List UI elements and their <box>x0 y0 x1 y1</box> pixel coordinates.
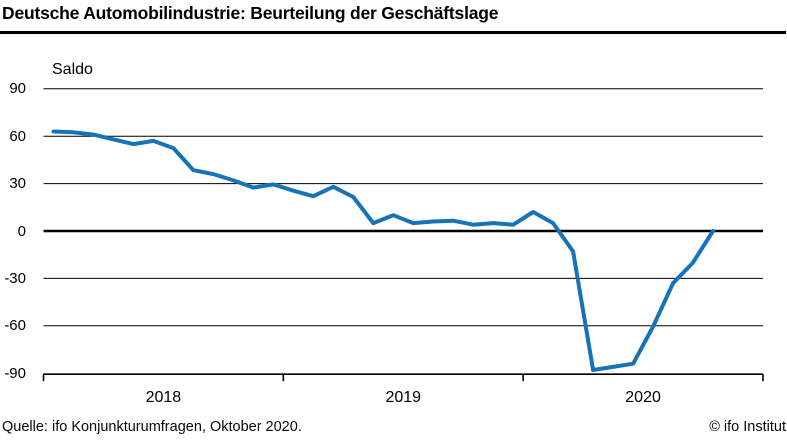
chart-title: Deutsche Automobilindustrie: Beurteilung… <box>2 3 499 23</box>
source-note: Quelle: ifo Konjunkturumfragen, Oktober … <box>2 419 302 435</box>
x-axis-label-2020: 2020 <box>625 389 661 406</box>
y-axis-label-0: 0 <box>17 222 26 240</box>
y-axis-label-90: 90 <box>9 80 26 98</box>
data-line <box>51 129 715 372</box>
y-axis-label--60: -60 <box>4 317 26 335</box>
title-rule <box>0 31 786 34</box>
y-axis-label-30: 30 <box>9 175 26 193</box>
footer: Quelle: ifo Konjunkturumfragen, Oktober … <box>2 419 786 435</box>
copyright-note: © ifo Institut <box>709 419 786 435</box>
y-axis-label--30: -30 <box>4 269 26 287</box>
y-axis-title: Saldo <box>52 61 93 78</box>
y-axis-label--90: -90 <box>4 364 26 382</box>
x-axis-label-2018: 2018 <box>145 389 182 406</box>
x-axis-label-2019: 2019 <box>385 389 422 406</box>
y-axis-label-60: 60 <box>9 127 26 145</box>
